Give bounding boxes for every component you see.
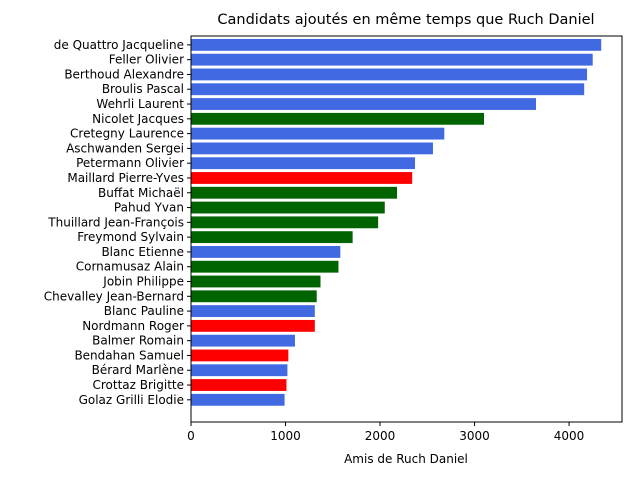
x-axis-label: Amis de Ruch Daniel (344, 452, 468, 466)
bar (191, 275, 321, 288)
bar (191, 349, 289, 362)
bar (191, 305, 315, 317)
bar (191, 364, 288, 377)
bar (191, 127, 445, 140)
bar (191, 68, 588, 81)
y-tick-label: Chevalley Jean-Bernard (44, 289, 184, 303)
bar (191, 290, 317, 303)
bar (191, 186, 398, 199)
y-tick-label: Jobin Philippe (102, 275, 184, 289)
y-tick-label: Petermann Olivier (76, 156, 184, 170)
bar (191, 246, 341, 258)
y-tick-label: Wehrli Laurent (96, 97, 184, 111)
y-tick-label: Blanc Pauline (104, 304, 184, 318)
bar (191, 231, 353, 244)
y-tick-label: Bendahan Samuel (74, 348, 184, 362)
y-tick-label: Cretegny Laurence (70, 127, 184, 141)
y-tick-label: Nordmann Roger (82, 319, 184, 333)
x-tick-label: 0 (187, 429, 195, 443)
bar (191, 260, 339, 273)
y-tick-label: Crottaz Brigitte (92, 378, 184, 392)
x-tick-label: 3000 (459, 429, 490, 443)
bars-group (191, 38, 602, 406)
y-tick-label: Buffat Michaël (98, 186, 184, 200)
x-tick-label: 4000 (554, 429, 585, 443)
y-tick-label: Balmer Romain (92, 334, 184, 348)
y-tick-label: Feller Olivier (109, 53, 184, 67)
x-ticks: 0 1000 2000 3000 4000 (187, 422, 584, 443)
y-tick-label: Golaz Grilli Elodie (79, 393, 184, 407)
y-tick-label: Thuillard Jean-François (47, 215, 184, 229)
bar (191, 83, 585, 96)
x-tick-label: 1000 (270, 429, 301, 443)
bar (191, 53, 593, 66)
bar (191, 216, 379, 229)
bar (191, 172, 413, 184)
bar (191, 334, 295, 347)
bar (191, 98, 536, 110)
bar (191, 393, 285, 406)
bar (191, 142, 433, 155)
bar (191, 38, 602, 51)
bar (191, 201, 385, 214)
y-tick-label: Nicolet Jacques (92, 112, 184, 126)
bar (191, 319, 315, 332)
bar (191, 112, 485, 125)
y-tick-label: Maillard Pierre-Yves (67, 171, 184, 185)
y-tick-label: Blanc Etienne (101, 245, 184, 259)
y-tick-label: Pahud Yvan (114, 201, 184, 215)
plot-frame (190, 35, 623, 423)
bar (191, 379, 287, 391)
y-tick-label: Berthoud Alexandre (64, 67, 184, 81)
y-tick-label: de Quattro Jacqueline (54, 38, 184, 52)
y-tick-label: Broulis Pascal (102, 82, 184, 96)
x-tick-label: 2000 (365, 429, 396, 443)
chart-title: Candidats ajoutés en même temps que Ruch… (217, 12, 594, 28)
y-tick-label: Cornamusaz Alain (76, 260, 184, 274)
y-tick-label: Freymond Sylvain (77, 230, 184, 244)
y-tick-label: Aschwanden Sergei (66, 141, 184, 155)
y-tick-label: Bérard Marlène (92, 363, 184, 377)
bar (191, 157, 416, 170)
